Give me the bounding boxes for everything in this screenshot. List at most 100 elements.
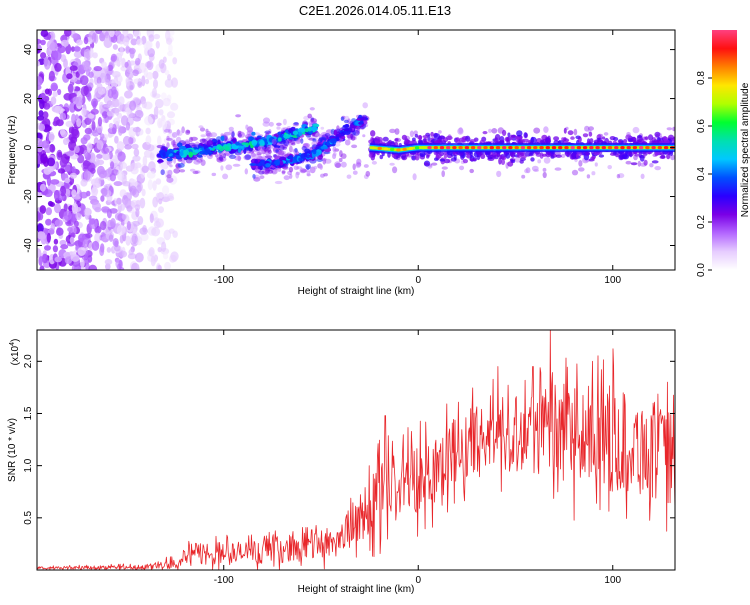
- noise-blob: [138, 62, 147, 73]
- carrier-core: [663, 146, 669, 150]
- speckle: [543, 157, 551, 164]
- noise-blob: [57, 151, 63, 158]
- branch-blob: [271, 138, 277, 145]
- snr-x-label: Height of straight line (km): [298, 584, 415, 595]
- branch-blob: [234, 152, 242, 156]
- y-tick-label: 0: [23, 144, 34, 150]
- branch-blob: [251, 154, 257, 160]
- carrier-core: [614, 146, 619, 150]
- carrier-halo: [634, 153, 640, 157]
- noise-blob: [96, 140, 104, 150]
- noise-blob: [157, 265, 162, 270]
- noise-blob: [118, 259, 123, 269]
- carrier-halo: [414, 153, 420, 161]
- noise-blob: [96, 153, 103, 159]
- noise-blob: [108, 234, 114, 242]
- x-tick-label: 100: [604, 575, 621, 586]
- speckle: [338, 157, 343, 163]
- branch-blob: [279, 160, 284, 166]
- noise-blob: [122, 181, 131, 187]
- noise-blob: [54, 219, 63, 227]
- carrier-halo: [522, 138, 529, 143]
- noise-blob: [65, 188, 71, 198]
- branch-blob: [177, 163, 185, 168]
- speckle: [594, 162, 598, 167]
- branch-blob: [232, 163, 241, 167]
- carrier-halo: [523, 132, 528, 139]
- speckle: [340, 161, 347, 168]
- noise-blob: [164, 69, 170, 76]
- speckle: [389, 162, 395, 166]
- carrier-halo: [639, 154, 645, 162]
- noise-blob: [97, 116, 103, 127]
- noise-blob: [135, 199, 143, 206]
- noise-blob: [80, 259, 85, 268]
- carrier-halo: [550, 155, 555, 159]
- speckle: [389, 128, 396, 134]
- branch-blob: [160, 169, 165, 176]
- branch-blob: [362, 102, 369, 109]
- carrier-core: [514, 146, 519, 150]
- carrier-halo: [439, 158, 445, 162]
- carrier-core: [458, 146, 463, 150]
- noise-blob: [70, 254, 80, 262]
- carrier-halo: [425, 132, 431, 137]
- noise-blob: [39, 205, 46, 214]
- noise-blob: [135, 60, 140, 66]
- carrier-halo: [515, 135, 519, 142]
- noise-blob: [148, 34, 155, 42]
- branch-blob: [277, 137, 282, 142]
- noise-blob: [77, 154, 85, 164]
- branch-blob: [198, 125, 204, 129]
- noise-blob: [129, 100, 137, 111]
- carrier-core: [470, 146, 476, 150]
- branch-blob: [292, 130, 299, 135]
- carrier-halo: [498, 157, 502, 165]
- speckle: [607, 165, 612, 170]
- branch-blob: [245, 142, 249, 148]
- carrier-core: [626, 146, 631, 150]
- speckle: [591, 171, 596, 176]
- branch-blob: [206, 140, 214, 146]
- noise-blob: [130, 38, 138, 46]
- carrier-core: [495, 146, 501, 150]
- branch-blob: [209, 132, 218, 138]
- noise-blob: [75, 212, 82, 221]
- carrier-halo: [469, 158, 477, 162]
- carrier-core: [371, 146, 376, 150]
- speckle: [573, 128, 578, 136]
- noise-blob: [153, 78, 158, 89]
- branch-blob: [278, 150, 285, 156]
- branch-blob: [275, 149, 279, 153]
- speckle: [394, 128, 400, 135]
- carrier-halo: [404, 138, 409, 144]
- carrier-halo: [505, 137, 509, 142]
- carrier-halo: [651, 160, 659, 164]
- spectrogram-x-label: Height of straight line (km): [298, 286, 415, 297]
- noise-blob: [59, 239, 67, 246]
- speckle: [392, 166, 398, 174]
- carrier-halo: [517, 151, 521, 157]
- noise-blob: [88, 264, 98, 270]
- noise-blob: [55, 119, 64, 127]
- noise-blob: [172, 57, 178, 65]
- colorbar-tick-label: 0.6: [696, 119, 707, 133]
- noise-blob: [91, 186, 98, 198]
- noise-blob: [134, 204, 141, 211]
- noise-blob: [155, 178, 162, 185]
- branch-blob: [288, 166, 294, 173]
- branch-blob: [332, 146, 337, 153]
- branch-blob: [222, 153, 226, 159]
- branch-blob: [264, 170, 270, 175]
- carrier-halo: [503, 150, 508, 158]
- branch-blob: [244, 154, 252, 160]
- colorbar-gradient: [712, 30, 737, 270]
- noise-blob: [49, 42, 58, 52]
- branch-blob: [264, 155, 273, 159]
- noise-blob: [63, 93, 73, 101]
- branch-blob: [166, 177, 174, 183]
- branch-blob: [319, 164, 323, 169]
- noise-blob: [157, 135, 162, 147]
- noise-blob: [71, 113, 76, 125]
- noise-blob: [40, 52, 47, 59]
